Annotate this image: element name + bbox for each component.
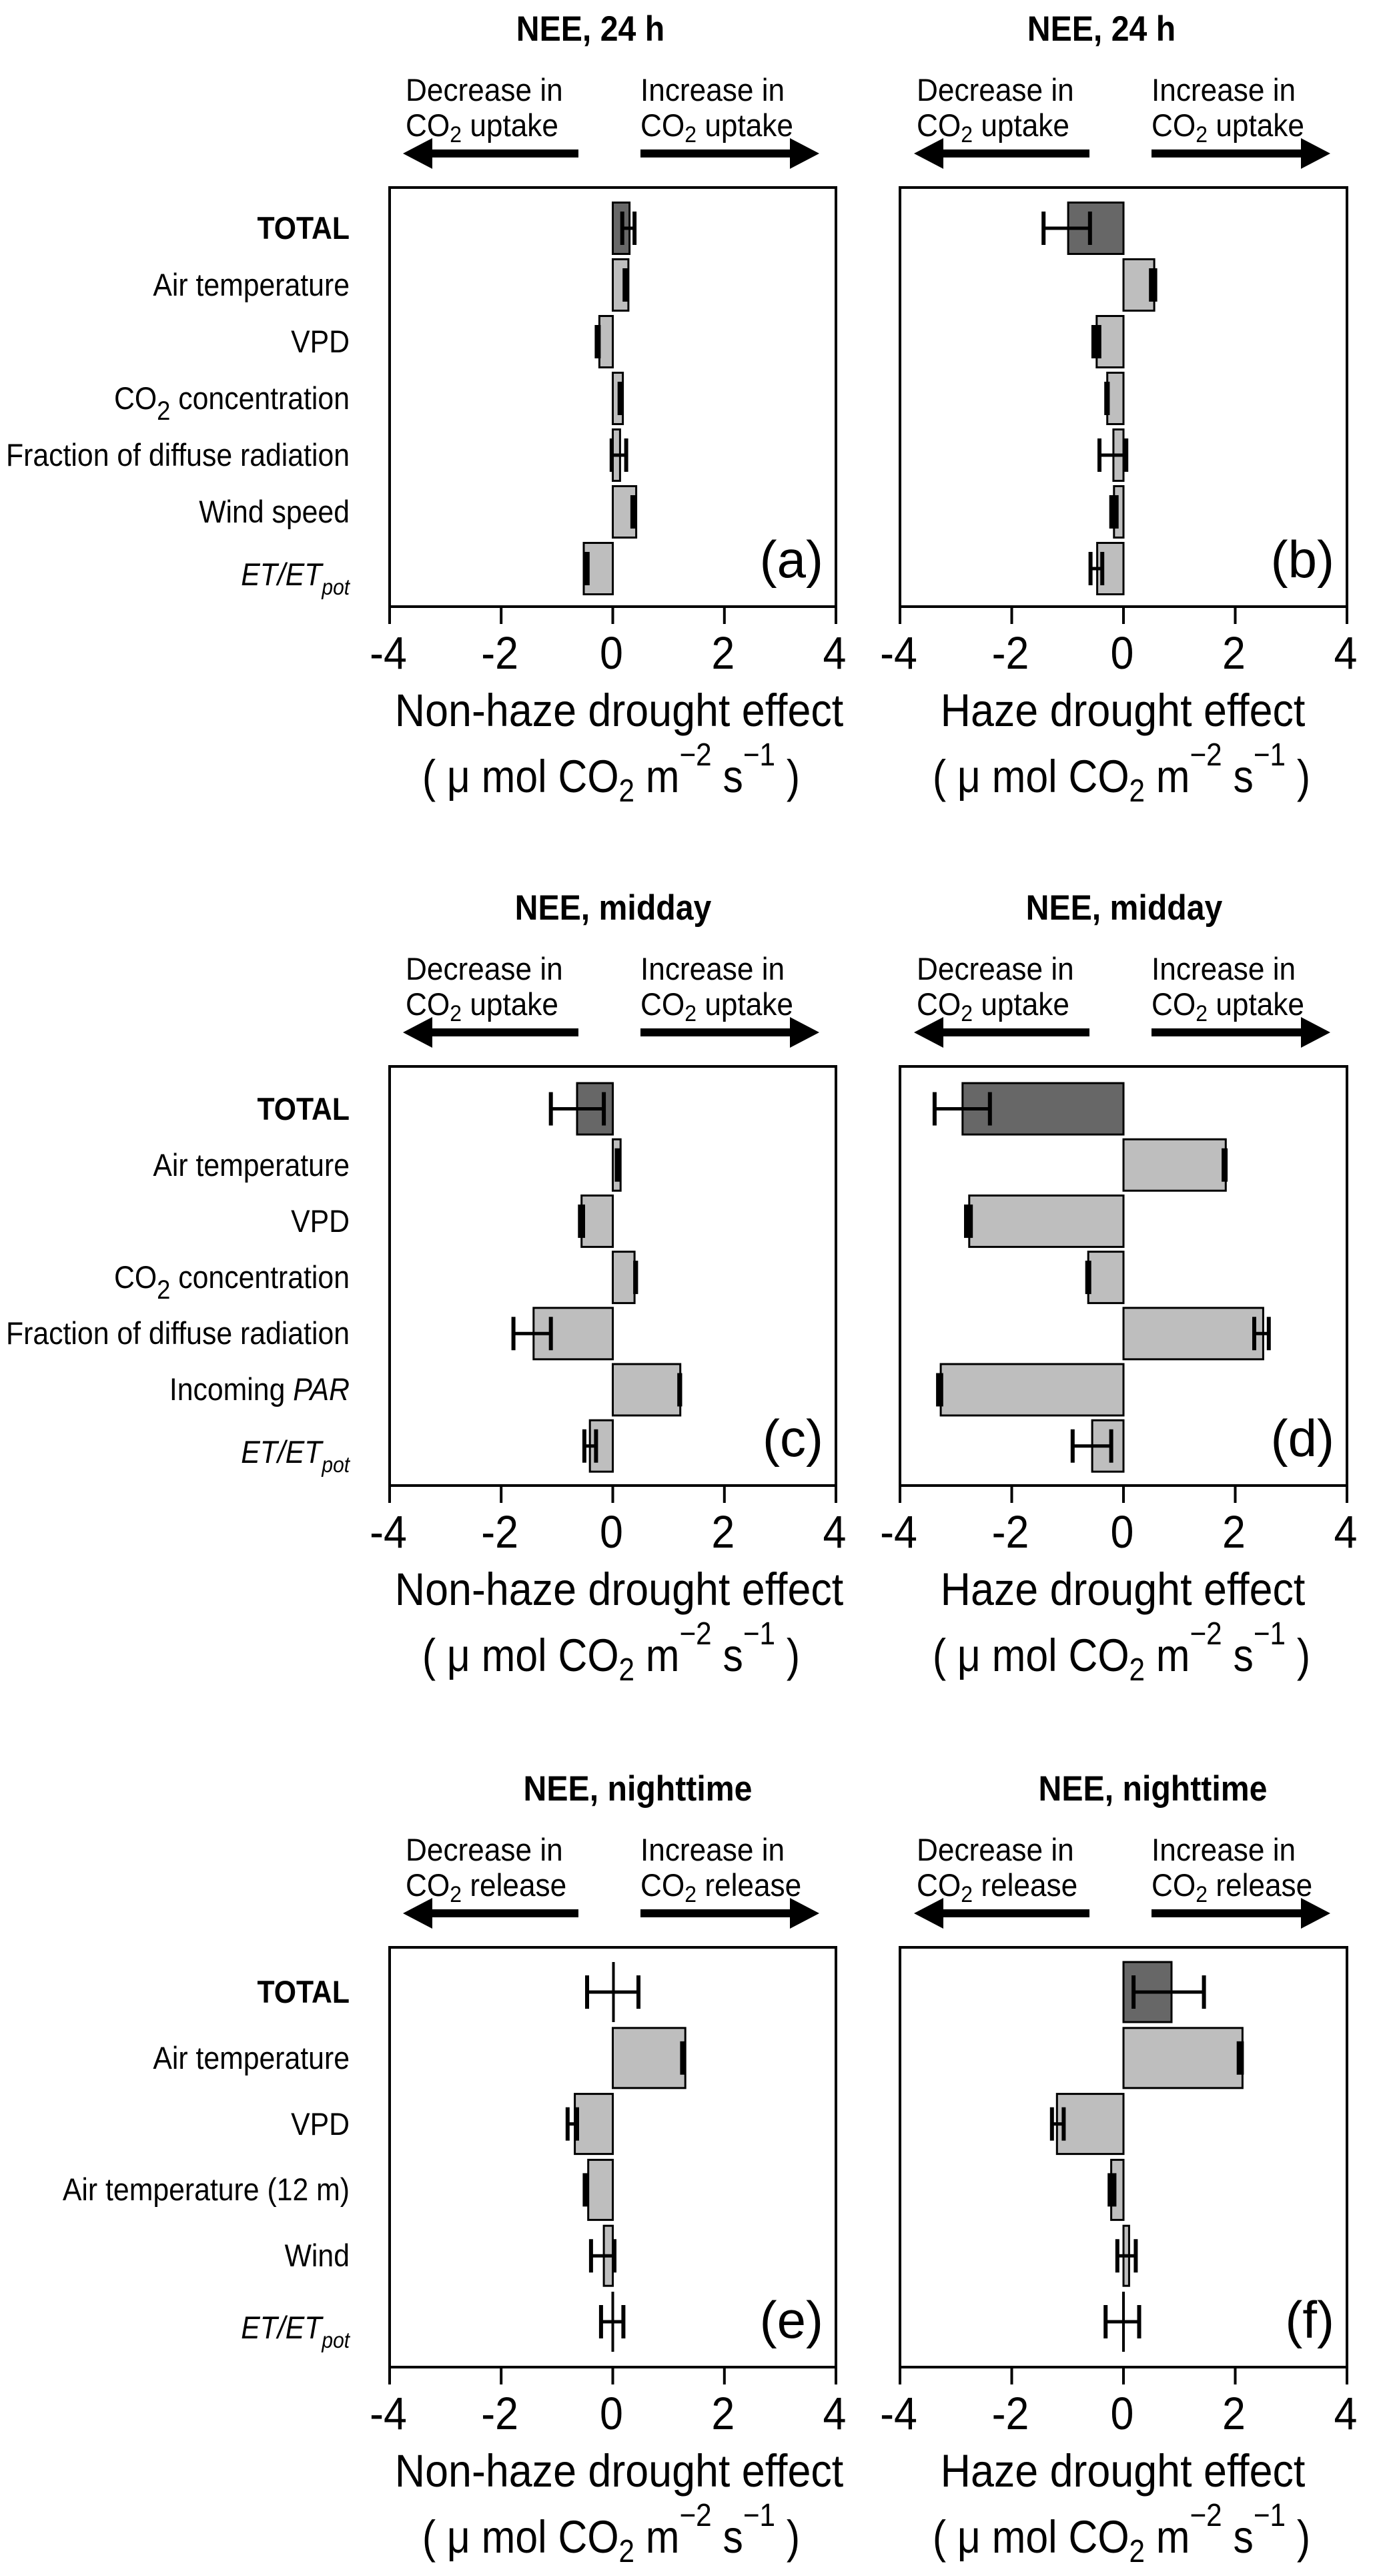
svg-text:-2: -2 — [992, 627, 1029, 678]
svg-text:Increase in: Increase in — [640, 1833, 785, 1868]
svg-text:Decrease in: Decrease in — [917, 73, 1074, 108]
svg-text:ET/ETpot: ET/ETpot — [241, 2310, 350, 2352]
svg-text:Incoming PAR: Incoming PAR — [169, 1371, 350, 1407]
svg-text:Air temperature: Air temperature — [153, 267, 350, 302]
svg-text:(e): (e) — [760, 2290, 823, 2349]
svg-text:CO2 uptake: CO2 uptake — [640, 987, 793, 1026]
svg-text:Air temperature (12 m): Air temperature (12 m) — [63, 2172, 350, 2207]
svg-text:ET/ETpot: ET/ETpot — [241, 557, 350, 599]
svg-text:4: 4 — [823, 627, 847, 678]
svg-text:4: 4 — [1334, 627, 1358, 678]
svg-text:CO2 release: CO2 release — [1152, 1868, 1312, 1907]
svg-text:Haze drought effect: Haze drought effect — [941, 684, 1306, 735]
svg-text:Air temperature: Air temperature — [153, 1147, 350, 1183]
svg-text:CO2 concentration: CO2 concentration — [114, 1259, 350, 1305]
svg-text:0: 0 — [1111, 2387, 1134, 2439]
svg-text:(c): (c) — [763, 1409, 823, 1468]
svg-text:Fraction of diffuse radiation: Fraction of diffuse radiation — [6, 1315, 350, 1351]
svg-text:(d): (d) — [1271, 1409, 1334, 1468]
svg-text:2: 2 — [711, 1506, 735, 1557]
svg-text:NEE, 24 h: NEE, 24 h — [1027, 9, 1176, 49]
svg-text:(f): (f) — [1285, 2290, 1334, 2349]
svg-text:Fraction of diffuse radiation: Fraction of diffuse radiation — [6, 437, 350, 472]
svg-text:2: 2 — [1222, 2387, 1246, 2439]
svg-text:2: 2 — [1222, 627, 1246, 678]
svg-text:Decrease in: Decrease in — [917, 1833, 1074, 1868]
svg-text:-4: -4 — [880, 627, 917, 678]
svg-text:Increase in: Increase in — [1152, 1833, 1296, 1868]
svg-text:(a): (a) — [760, 530, 823, 589]
svg-text:VPD: VPD — [291, 2106, 350, 2142]
svg-text:4: 4 — [1334, 2387, 1358, 2439]
svg-text:NEE, 24 h: NEE, 24 h — [516, 9, 664, 49]
svg-text:Increase in: Increase in — [640, 73, 785, 108]
svg-text:4: 4 — [1334, 1506, 1358, 1557]
svg-text:Decrease in: Decrease in — [406, 73, 563, 108]
svg-text:CO2 uptake: CO2 uptake — [1152, 108, 1304, 147]
svg-text:2: 2 — [711, 2387, 735, 2439]
svg-text:Increase in: Increase in — [1152, 73, 1296, 108]
svg-text:0: 0 — [1111, 1506, 1134, 1557]
svg-text:4: 4 — [823, 2387, 847, 2439]
svg-text:Decrease in: Decrease in — [917, 952, 1074, 987]
svg-text:Wind speed: Wind speed — [199, 494, 350, 529]
svg-text:-4: -4 — [370, 1506, 407, 1557]
svg-text:Haze drought effect: Haze drought effect — [941, 2445, 1306, 2496]
svg-text:Decrease in: Decrease in — [406, 952, 563, 987]
svg-text:4: 4 — [823, 1506, 847, 1557]
svg-text:-4: -4 — [880, 2387, 917, 2439]
svg-text:CO2 concentration: CO2 concentration — [114, 380, 350, 426]
svg-text:ET/ETpot: ET/ETpot — [241, 1434, 350, 1477]
svg-text:0: 0 — [600, 1506, 623, 1557]
svg-text:0: 0 — [600, 627, 623, 678]
svg-text:(b): (b) — [1271, 530, 1334, 589]
svg-text:-2: -2 — [481, 2387, 518, 2439]
svg-text:Non-haze drought effect: Non-haze drought effect — [395, 1563, 843, 1614]
svg-text:-4: -4 — [370, 2387, 407, 2439]
svg-text:CO2 uptake: CO2 uptake — [640, 108, 793, 147]
svg-text:-2: -2 — [992, 2387, 1029, 2439]
svg-text:-2: -2 — [992, 1506, 1029, 1557]
svg-text:Decrease in: Decrease in — [406, 1833, 563, 1868]
svg-text:TOTAL: TOTAL — [257, 1091, 350, 1126]
svg-text:0: 0 — [1111, 627, 1134, 678]
svg-text:NEE, midday: NEE, midday — [515, 888, 712, 928]
svg-text:-4: -4 — [370, 627, 407, 678]
svg-text:Increase in: Increase in — [640, 952, 785, 987]
svg-text:Air temperature: Air temperature — [153, 2040, 350, 2075]
svg-text:NEE, nighttime: NEE, nighttime — [1039, 1768, 1268, 1809]
svg-text:CO2 uptake: CO2 uptake — [1152, 987, 1304, 1026]
svg-text:Increase in: Increase in — [1152, 952, 1296, 987]
svg-text:0: 0 — [600, 2387, 623, 2439]
svg-text:CO2 release: CO2 release — [640, 1868, 801, 1907]
svg-text:VPD: VPD — [291, 1203, 350, 1239]
svg-text:Non-haze drought effect: Non-haze drought effect — [395, 684, 843, 735]
svg-text:2: 2 — [1222, 1506, 1246, 1557]
svg-text:NEE, nighttime: NEE, nighttime — [524, 1768, 753, 1809]
svg-text:2: 2 — [711, 627, 735, 678]
svg-text:TOTAL: TOTAL — [257, 210, 350, 246]
svg-text:Non-haze drought effect: Non-haze drought effect — [395, 2445, 843, 2496]
svg-text:CO2 release: CO2 release — [406, 1868, 566, 1907]
svg-text:Haze drought effect: Haze drought effect — [941, 1563, 1306, 1614]
svg-text:Wind: Wind — [285, 2238, 350, 2273]
svg-text:-2: -2 — [481, 627, 518, 678]
svg-text:-4: -4 — [880, 1506, 917, 1557]
svg-text:-2: -2 — [481, 1506, 518, 1557]
svg-text:VPD: VPD — [291, 324, 350, 359]
svg-text:CO2 release: CO2 release — [917, 1868, 1077, 1907]
svg-text:TOTAL: TOTAL — [257, 1974, 350, 2009]
svg-text:NEE, midday: NEE, midday — [1026, 888, 1223, 928]
